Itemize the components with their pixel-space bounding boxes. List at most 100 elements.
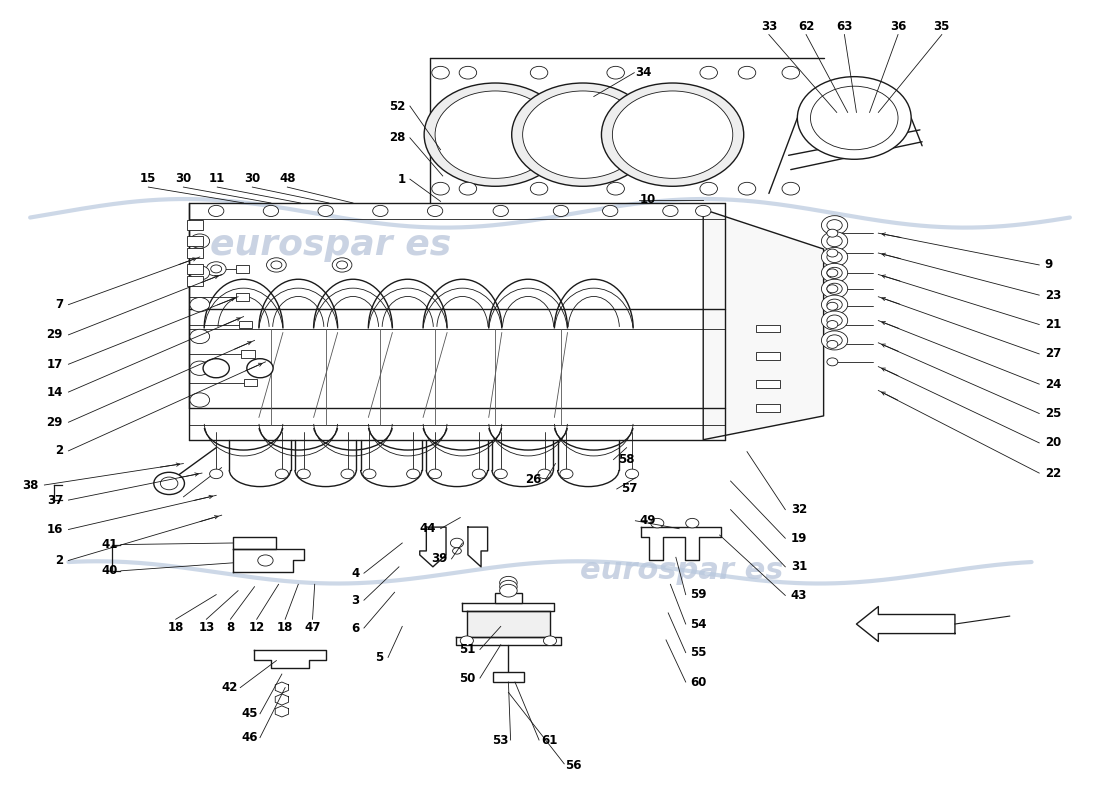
Circle shape xyxy=(798,77,911,159)
Circle shape xyxy=(425,83,566,186)
Text: 16: 16 xyxy=(46,523,63,536)
Circle shape xyxy=(460,636,473,646)
Polygon shape xyxy=(275,706,288,717)
Text: 29: 29 xyxy=(46,416,63,429)
Circle shape xyxy=(827,299,843,310)
Bar xyxy=(756,325,780,333)
Text: 52: 52 xyxy=(389,99,406,113)
Text: 20: 20 xyxy=(1045,436,1060,450)
Text: eurospar es: eurospar es xyxy=(580,556,783,586)
Text: 57: 57 xyxy=(621,482,638,495)
Polygon shape xyxy=(254,650,326,668)
Polygon shape xyxy=(462,602,554,610)
Circle shape xyxy=(538,469,551,478)
Text: 5: 5 xyxy=(375,651,384,664)
Text: 18: 18 xyxy=(277,621,294,634)
Text: 1: 1 xyxy=(397,173,406,186)
Text: 54: 54 xyxy=(690,618,706,630)
Text: 15: 15 xyxy=(140,173,156,186)
Circle shape xyxy=(190,298,210,312)
Circle shape xyxy=(432,182,449,195)
Circle shape xyxy=(651,518,663,528)
Text: 55: 55 xyxy=(690,646,706,659)
Text: 30: 30 xyxy=(244,173,261,186)
Circle shape xyxy=(827,302,838,310)
Bar xyxy=(756,380,780,388)
Text: 30: 30 xyxy=(175,173,191,186)
Bar xyxy=(493,673,524,682)
Circle shape xyxy=(602,83,744,186)
Circle shape xyxy=(161,477,178,490)
Circle shape xyxy=(190,234,210,248)
Text: 22: 22 xyxy=(1045,466,1060,479)
Circle shape xyxy=(318,206,333,217)
Text: 24: 24 xyxy=(1045,378,1062,390)
Circle shape xyxy=(499,580,517,593)
Text: 60: 60 xyxy=(690,675,706,689)
Circle shape xyxy=(738,182,756,195)
Circle shape xyxy=(822,279,848,298)
Circle shape xyxy=(607,182,625,195)
Circle shape xyxy=(827,235,843,246)
Bar xyxy=(235,265,249,273)
Circle shape xyxy=(827,285,838,293)
Circle shape xyxy=(662,206,678,217)
Text: 39: 39 xyxy=(431,552,447,566)
Text: 63: 63 xyxy=(836,20,852,33)
Text: 18: 18 xyxy=(167,621,184,634)
Bar xyxy=(756,352,780,360)
Circle shape xyxy=(210,469,223,478)
Bar xyxy=(239,321,252,329)
Polygon shape xyxy=(455,637,561,645)
Text: 61: 61 xyxy=(541,734,558,746)
Circle shape xyxy=(827,358,838,366)
Text: 62: 62 xyxy=(798,20,814,33)
Text: 35: 35 xyxy=(934,20,950,33)
Text: 53: 53 xyxy=(492,734,508,746)
Bar xyxy=(243,378,256,386)
Circle shape xyxy=(341,469,354,478)
Circle shape xyxy=(738,66,756,79)
Circle shape xyxy=(207,262,226,276)
Circle shape xyxy=(373,206,388,217)
Circle shape xyxy=(522,91,644,178)
Circle shape xyxy=(512,83,654,186)
Circle shape xyxy=(700,182,717,195)
Text: 11: 11 xyxy=(209,173,226,186)
Text: 14: 14 xyxy=(46,386,63,398)
Circle shape xyxy=(822,311,848,330)
Text: 9: 9 xyxy=(1045,258,1053,271)
Circle shape xyxy=(827,341,838,348)
Circle shape xyxy=(827,267,843,278)
Circle shape xyxy=(432,66,449,79)
Circle shape xyxy=(493,206,508,217)
Text: 41: 41 xyxy=(101,538,118,551)
Text: 23: 23 xyxy=(1045,289,1060,302)
Circle shape xyxy=(827,283,843,294)
Circle shape xyxy=(553,206,569,217)
Circle shape xyxy=(246,358,273,378)
Bar xyxy=(495,593,521,602)
Circle shape xyxy=(428,206,442,217)
Bar xyxy=(187,264,204,274)
Text: 59: 59 xyxy=(690,588,706,601)
Text: 50: 50 xyxy=(459,671,475,685)
Text: 26: 26 xyxy=(525,473,541,486)
Bar xyxy=(756,404,780,412)
Text: 2: 2 xyxy=(55,554,63,567)
Text: 36: 36 xyxy=(890,20,906,33)
Circle shape xyxy=(822,247,848,266)
Circle shape xyxy=(332,258,352,272)
Circle shape xyxy=(429,469,441,478)
Text: 34: 34 xyxy=(636,66,651,79)
Circle shape xyxy=(700,66,717,79)
Text: 47: 47 xyxy=(305,621,321,634)
Circle shape xyxy=(190,393,210,407)
Circle shape xyxy=(263,206,278,217)
Circle shape xyxy=(337,261,348,269)
Circle shape xyxy=(211,265,222,273)
Text: 43: 43 xyxy=(791,589,807,602)
Circle shape xyxy=(607,66,625,79)
Bar xyxy=(187,221,204,230)
Circle shape xyxy=(459,66,476,79)
